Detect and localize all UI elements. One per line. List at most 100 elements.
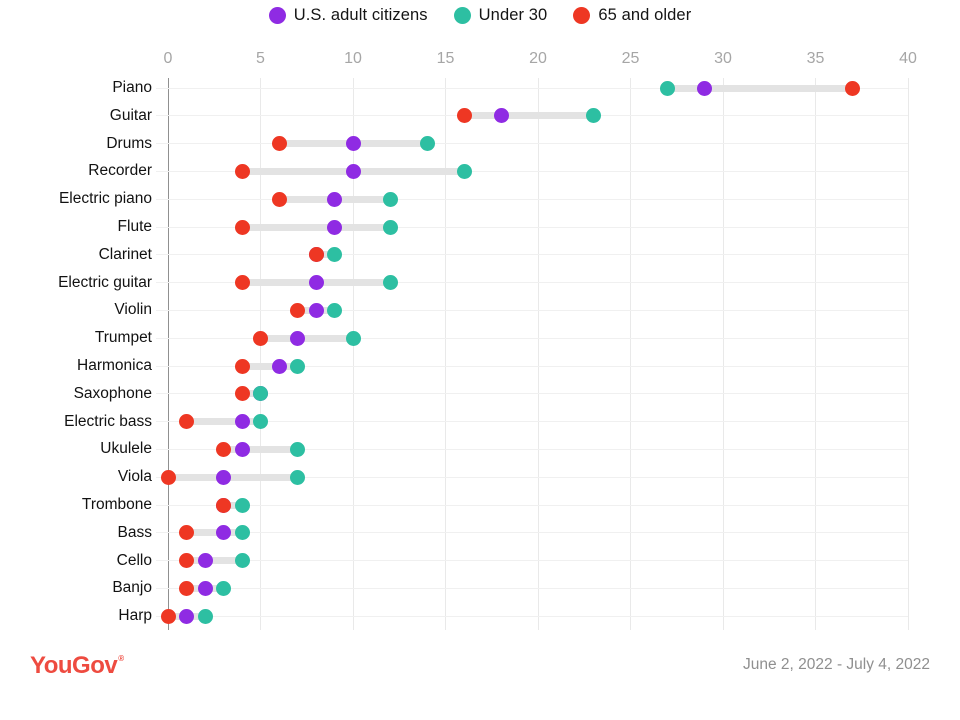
row-gridline	[156, 615, 908, 617]
dot-under-30-bass[interactable]	[234, 525, 250, 541]
legend-label-under-30: Under 30	[478, 6, 548, 24]
dot-under-30-ukulele[interactable]	[290, 441, 305, 457]
connector-bar-cello	[186, 557, 242, 565]
dot-under-30-harp[interactable]	[197, 608, 213, 624]
dot-u-s-adult-citizens-trumpet[interactable]	[290, 330, 305, 346]
dot-u-s-adult-citizens-harmonica[interactable]	[271, 358, 287, 374]
row-gridline	[156, 170, 908, 172]
row-gridline	[156, 560, 908, 562]
row-gridline	[156, 448, 908, 450]
dot-65-and-older-clarinet[interactable]	[308, 247, 324, 263]
x-tick-label-35: 35	[806, 50, 825, 67]
dot-under-30-electric-guitar[interactable]	[382, 275, 398, 291]
dot-65-and-older-viola[interactable]	[160, 469, 176, 485]
dot-under-30-trombone[interactable]	[234, 497, 250, 513]
x-tick-label-20: 20	[529, 50, 547, 67]
dot-under-30-viola[interactable]	[290, 469, 305, 485]
category-label-trombone: Trombone	[81, 496, 152, 513]
dot-u-s-adult-citizens-cello[interactable]	[197, 553, 213, 569]
x-tick-label-25: 25	[621, 50, 640, 67]
dot-65-and-older-bass[interactable]	[179, 525, 194, 541]
dot-65-and-older-recorder[interactable]	[234, 163, 250, 179]
row-gridline	[156, 254, 908, 256]
dot-under-30-harmonica[interactable]	[290, 358, 305, 374]
dot-u-s-adult-citizens-violin[interactable]	[308, 302, 324, 318]
row-gridline	[156, 365, 908, 367]
row-gridline	[156, 226, 908, 228]
dot-65-and-older-ukulele[interactable]	[216, 441, 231, 457]
connector-bar-harmonica	[242, 362, 298, 370]
dot-u-s-adult-citizens-electric-guitar[interactable]	[308, 275, 324, 291]
category-label-bass: Bass	[117, 523, 152, 541]
x-tick-label-40: 40	[899, 50, 917, 67]
legend-item-us-adult-citizens[interactable]: U.S. adult citizens	[268, 6, 428, 25]
dot-65-and-older-cello[interactable]	[179, 553, 194, 569]
category-label-trumpet: Trumpet	[94, 329, 152, 347]
dot-u-s-adult-citizens-drums[interactable]	[345, 136, 361, 152]
category-label-drums: Drums	[106, 134, 152, 152]
dot-u-s-adult-citizens-harp[interactable]	[179, 608, 194, 624]
connector-bar-flute	[242, 223, 390, 231]
dot-under-30-clarinet[interactable]	[327, 247, 342, 263]
dot-65-and-older-drums[interactable]	[271, 136, 287, 152]
x-tick-label-15: 15	[436, 50, 455, 67]
dot-under-30-cello[interactable]	[234, 553, 250, 569]
dot-65-and-older-electric-piano[interactable]	[271, 191, 287, 207]
dot-under-30-trumpet[interactable]	[345, 330, 361, 346]
dot-under-30-drums[interactable]	[419, 136, 435, 152]
dot-under-30-banjo[interactable]	[216, 580, 231, 596]
legend-dot-us-adult-citizens	[268, 7, 286, 24]
legend-item-65-and-older[interactable]: 65 and older	[573, 6, 691, 25]
row-gridline	[156, 587, 908, 589]
dot-65-and-older-harmonica[interactable]	[234, 358, 250, 374]
dot-under-30-saxophone[interactable]	[253, 386, 268, 402]
dot-u-s-adult-citizens-electric-bass[interactable]	[234, 414, 250, 430]
gridline-x-25	[630, 78, 631, 630]
dot-u-s-adult-citizens-ukulele[interactable]	[234, 441, 250, 457]
row-gridline	[156, 532, 908, 534]
dot-under-30-electric-piano[interactable]	[382, 191, 398, 207]
dot-65-and-older-harp[interactable]	[160, 608, 176, 624]
connector-bar-ukulele	[223, 445, 298, 453]
dot-u-s-adult-citizens-guitar[interactable]	[493, 108, 509, 124]
legend-item-under-30[interactable]: Under 30	[453, 6, 548, 25]
connector-bar-saxophone	[242, 390, 261, 398]
category-label-cello: Cello	[116, 551, 152, 569]
dot-65-and-older-electric-guitar[interactable]	[234, 275, 250, 291]
dot-u-s-adult-citizens-electric-piano[interactable]	[327, 191, 342, 207]
dot-65-and-older-piano[interactable]	[845, 80, 860, 96]
category-label-electric-piano: Electric piano	[58, 190, 152, 208]
dot-under-30-recorder[interactable]	[456, 163, 472, 179]
yougov-logo-text: YouGov	[30, 652, 118, 679]
dot-65-and-older-trumpet[interactable]	[253, 330, 268, 346]
dot-under-30-violin[interactable]	[327, 302, 342, 318]
y-axis-line	[167, 78, 169, 630]
dot-u-s-adult-citizens-recorder[interactable]	[345, 163, 361, 179]
dot-u-s-adult-citizens-piano[interactable]	[697, 80, 712, 96]
dot-65-and-older-saxophone[interactable]	[234, 386, 250, 402]
row-gridline	[156, 87, 908, 89]
dot-under-30-electric-bass[interactable]	[253, 414, 268, 430]
dot-65-and-older-guitar[interactable]	[456, 108, 472, 124]
dot-under-30-piano[interactable]	[660, 80, 675, 96]
category-label-saxophone: Saxophone	[73, 384, 152, 402]
dot-65-and-older-banjo[interactable]	[179, 580, 194, 596]
dot-65-and-older-flute[interactable]	[234, 219, 250, 235]
gridline-x-40	[907, 78, 909, 630]
dot-under-30-flute[interactable]	[382, 219, 398, 235]
dot-u-s-adult-citizens-flute[interactable]	[327, 219, 342, 235]
dot-u-s-adult-citizens-banjo[interactable]	[197, 580, 213, 596]
gridline-x-10	[352, 78, 354, 630]
connector-bar-bass	[186, 529, 242, 537]
row-gridline	[156, 393, 908, 395]
x-tick-label-30: 30	[714, 50, 732, 67]
dot-u-s-adult-citizens-bass[interactable]	[216, 525, 231, 541]
dot-65-and-older-trombone[interactable]	[216, 497, 231, 513]
connector-bar-viola	[168, 473, 298, 481]
dot-65-and-older-violin[interactable]	[290, 302, 305, 318]
dot-u-s-adult-citizens-viola[interactable]	[216, 469, 231, 485]
dot-65-and-older-electric-bass[interactable]	[179, 414, 194, 430]
dot-under-30-guitar[interactable]	[586, 108, 601, 124]
connector-bar-trumpet	[260, 334, 353, 342]
row-gridline	[156, 337, 908, 339]
